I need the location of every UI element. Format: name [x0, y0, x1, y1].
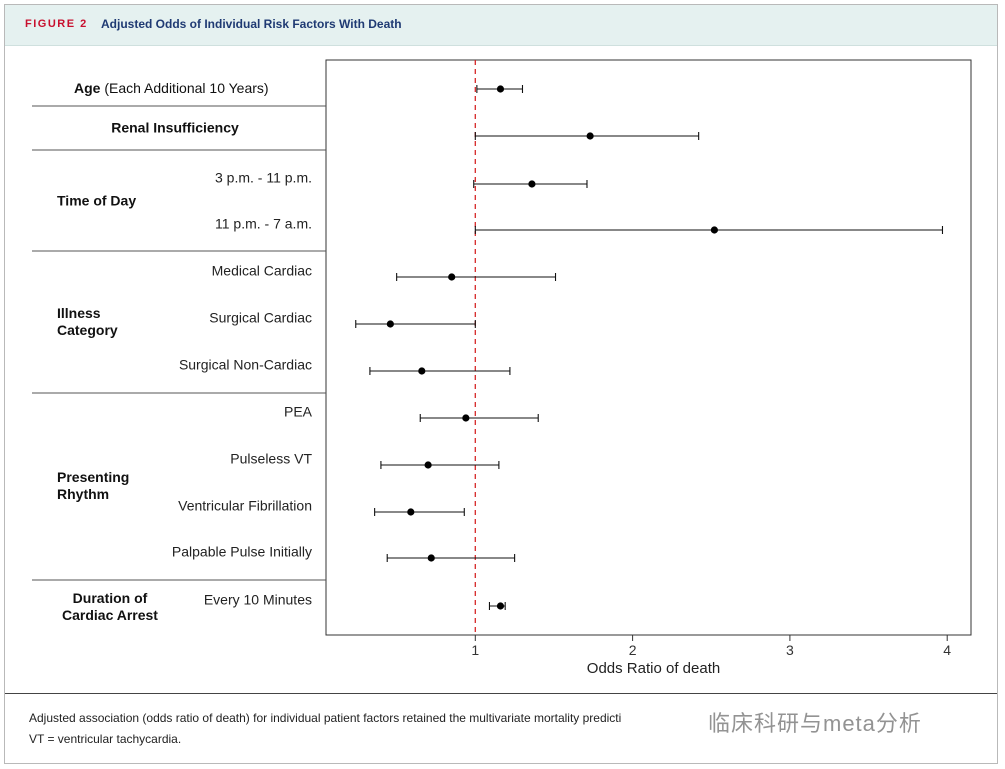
row-label: Surgical Cardiac	[209, 310, 312, 326]
group-label-duration: Duration of	[73, 590, 148, 606]
caption-line-2: VT = ventricular tachycardia.	[29, 732, 182, 746]
figure-frame: FIGURE 2 Adjusted Odds of Individual Ris…	[4, 4, 998, 764]
group-name: Age	[74, 80, 101, 96]
row-label: PEA	[284, 404, 313, 420]
group-label-renal: Renal Insufficiency	[111, 120, 239, 136]
x-axis-label: Odds Ratio of death	[587, 660, 720, 677]
figure-caption: Adjusted association (odds ratio of deat…	[29, 708, 959, 750]
figure-label: FIGURE 2	[25, 18, 88, 30]
point-estimate	[496, 602, 505, 610]
group-label-time-of-day: Time of Day	[57, 193, 136, 209]
x-tick-label: 3	[786, 642, 794, 658]
figure-header: FIGURE 2 Adjusted Odds of Individual Ris…	[5, 5, 997, 46]
row-label: 11 p.m. - 7 a.m.	[215, 216, 312, 232]
row-label: Palpable Pulse Initially	[172, 544, 312, 560]
x-tick-label: 2	[629, 642, 637, 658]
point-estimate	[586, 132, 594, 140]
group-label-presenting-rhythm: Rhythm	[57, 486, 109, 502]
group-label-illness-category: Illness	[57, 305, 101, 321]
caption-divider	[5, 693, 997, 694]
row-label: Pulseless VT	[230, 451, 312, 467]
row-label: Surgical Non-Cardiac	[179, 357, 312, 373]
point-estimate	[496, 85, 505, 93]
row-label: Ventricular Fibrillation	[178, 498, 312, 514]
point-estimate	[424, 461, 432, 469]
point-estimate	[710, 226, 718, 234]
caption-line-1: Adjusted association (odds ratio of deat…	[29, 711, 622, 725]
group-label-presenting-rhythm: Presenting	[57, 469, 129, 485]
point-estimate	[418, 367, 426, 375]
watermark-text: 临床科研与meta分析	[708, 711, 922, 736]
group-suffix: (Each Additional 10 Years)	[100, 80, 268, 96]
row-label: Every 10 Minutes	[204, 592, 312, 608]
group-label-illness-category: Category	[57, 322, 118, 338]
group-label-age: Age (Each Additional 10 Years)	[74, 80, 269, 96]
point-estimate	[448, 273, 456, 281]
point-estimate	[462, 414, 470, 422]
x-tick-label: 4	[943, 642, 951, 658]
row-label: 3 p.m. - 11 p.m.	[215, 170, 312, 186]
point-estimate	[386, 320, 394, 328]
point-estimate	[528, 180, 536, 188]
row-label: Medical Cardiac	[212, 263, 312, 279]
figure-title: Adjusted Odds of Individual Risk Factors…	[101, 17, 402, 31]
point-estimate	[407, 508, 415, 516]
point-estimate	[427, 554, 435, 562]
plot-border	[325, 59, 972, 636]
group-label-duration: Cardiac Arrest	[62, 607, 158, 623]
x-tick-label: 1	[471, 642, 479, 658]
